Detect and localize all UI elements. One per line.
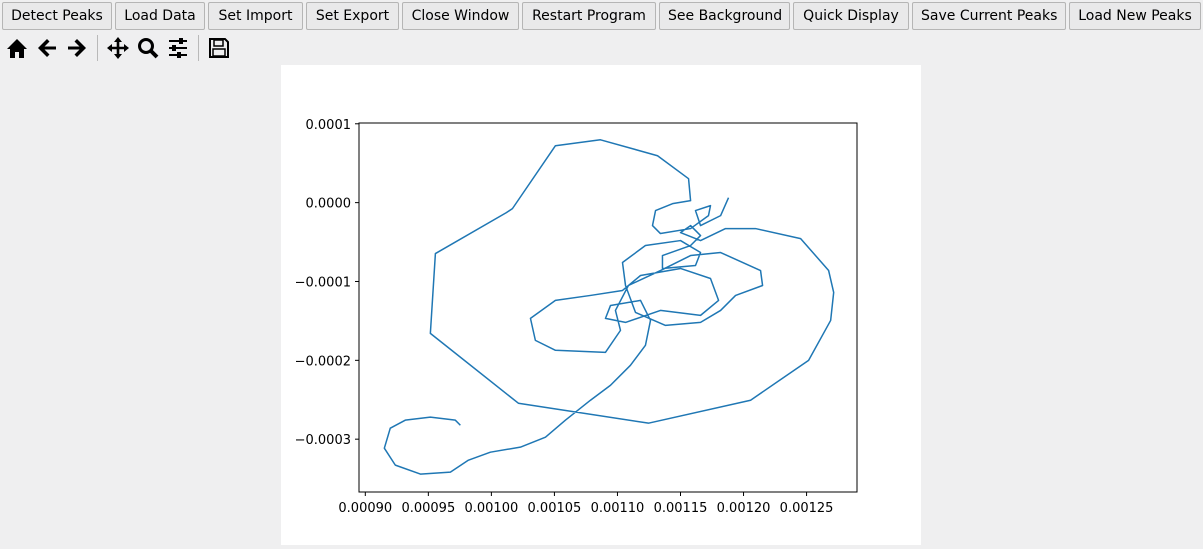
configure-button[interactable] xyxy=(164,34,192,62)
toolbar-button[interactable]: Detect Peaks xyxy=(2,2,112,30)
toolbar-button[interactable]: Quick Display xyxy=(793,2,909,30)
y-tick-label: −0.0001 xyxy=(295,275,351,290)
button-bar: Detect Peaks Load Data Set Import Set Expor… xyxy=(2,2,1201,30)
x-tick-label: 0.00110 xyxy=(591,501,645,516)
configure-icon xyxy=(169,38,187,58)
x-tick-label: 0.00120 xyxy=(717,501,771,516)
x-tick-label: 0.00115 xyxy=(654,501,708,516)
x-tick-label: 0.00090 xyxy=(338,501,392,516)
toolbar-button[interactable]: Load New Peaks xyxy=(1069,2,1201,30)
toolbar-button[interactable]: Close Window xyxy=(402,2,519,30)
navigation-toolbar xyxy=(3,34,233,62)
separator xyxy=(198,35,199,61)
toolbar-button[interactable]: Restart Program xyxy=(522,2,656,30)
toolbar-button[interactable]: Set Import xyxy=(208,2,303,30)
pan-button[interactable] xyxy=(104,34,132,62)
figure: 0.00090 0.00095 0.00100 0.00105 0.00110 0.001… xyxy=(281,65,921,545)
toolbar-button[interactable]: Save Current Peaks xyxy=(912,2,1066,30)
zoom-icon xyxy=(138,38,159,59)
y-tick-label: 0.0001 xyxy=(306,118,352,133)
home-icon xyxy=(7,39,27,58)
y-tick-label: −0.0003 xyxy=(295,433,351,448)
chart: 0.00090 0.00095 0.00100 0.00105 0.00110 0.001… xyxy=(295,118,858,516)
zoom-button[interactable] xyxy=(134,34,162,62)
x-tick-label: 0.00105 xyxy=(528,501,582,516)
toolbar-button[interactable]: Set Export xyxy=(306,2,399,30)
toolbar-button[interactable]: Load Data xyxy=(115,2,205,30)
y-tick-label: 0.0000 xyxy=(306,197,352,212)
back-button[interactable] xyxy=(33,34,61,62)
x-tick-label: 0.00100 xyxy=(464,501,518,516)
home-button[interactable] xyxy=(3,34,31,62)
axes-frame xyxy=(358,122,858,493)
x-tick-label: 0.00125 xyxy=(780,501,834,516)
toolbar-button[interactable]: See Background xyxy=(659,2,790,30)
data-line xyxy=(383,139,835,475)
y-tick-label: −0.0002 xyxy=(295,354,351,369)
back-icon xyxy=(38,39,56,57)
pan-icon xyxy=(107,37,129,59)
save-icon xyxy=(209,38,229,58)
separator xyxy=(97,35,98,61)
forward-button[interactable] xyxy=(63,34,91,62)
forward-icon xyxy=(68,39,86,57)
save-button[interactable] xyxy=(205,34,233,62)
x-tick-label: 0.00095 xyxy=(401,501,455,516)
